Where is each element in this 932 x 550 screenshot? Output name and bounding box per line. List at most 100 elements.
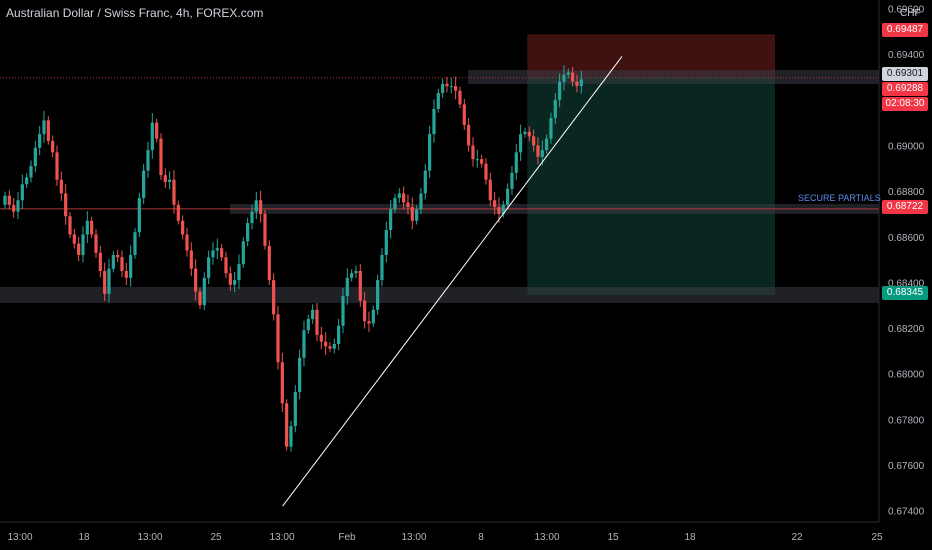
candle-body: [462, 104, 466, 125]
candle-body: [120, 257, 124, 271]
candle-body: [116, 255, 120, 258]
candle-body: [137, 197, 141, 233]
time-tick-label: 18: [78, 532, 90, 543]
time-tick-label: 13:00: [137, 532, 162, 543]
currency-label: CHF: [900, 8, 921, 19]
candle-body: [51, 140, 55, 153]
candle-countdown-tag: 02:08:30: [882, 97, 928, 111]
candle-body: [514, 152, 518, 173]
current-price-tag: 0.69301: [882, 67, 928, 81]
candle-body: [168, 179, 172, 182]
candle-body: [46, 120, 50, 141]
candle-body: [354, 270, 358, 274]
candle-body: [29, 166, 33, 178]
candle-body: [211, 250, 215, 258]
candle-body: [259, 200, 263, 214]
candle-body: [315, 309, 319, 335]
candle-body: [441, 83, 445, 93]
candle-body: [298, 357, 302, 392]
candle-body: [501, 204, 505, 214]
candle-body: [553, 99, 557, 119]
candle-body: [358, 270, 362, 301]
candle-body: [12, 204, 16, 212]
candle-body: [562, 74, 566, 82]
candle-body: [345, 277, 349, 297]
candle-body: [428, 134, 432, 171]
take-profit-zone: [527, 76, 775, 295]
candle-body: [293, 391, 297, 427]
candle-body: [350, 273, 354, 278]
time-tick-label: 15: [607, 532, 619, 543]
candle-body: [332, 344, 336, 349]
candle-body: [280, 362, 284, 404]
candle-body: [250, 211, 254, 224]
candle-body: [103, 270, 107, 294]
target-price-tag: 0.68345: [882, 286, 928, 300]
candle-body: [224, 257, 228, 274]
price-tick-label: 0.69600: [888, 5, 925, 16]
candle-body: [454, 86, 458, 91]
candle-body: [480, 159, 484, 164]
time-tick-label: 18: [684, 532, 696, 543]
candle-body: [189, 250, 193, 269]
candle-body: [176, 204, 180, 221]
candle-body: [527, 131, 531, 137]
candle-body: [267, 245, 271, 281]
candle-body: [85, 220, 89, 235]
candle-body: [289, 426, 293, 447]
candle-body: [371, 309, 375, 324]
position-zones: [527, 34, 775, 295]
candle-body: [380, 255, 384, 281]
candle-body: [384, 229, 388, 256]
candle-body: [16, 200, 20, 212]
candle-body: [25, 177, 29, 185]
candle-body: [233, 280, 237, 285]
candle-body: [419, 193, 423, 210]
candles: [3, 65, 583, 452]
candle-body: [545, 138, 549, 151]
candle-body: [207, 257, 211, 278]
candle-body: [432, 108, 436, 135]
candle-body: [129, 255, 133, 278]
candle-body: [202, 277, 206, 306]
candle-body: [397, 193, 401, 198]
candle-body: [328, 346, 332, 349]
candle-body: [415, 209, 419, 221]
candle-body: [38, 134, 42, 148]
candle-body: [98, 252, 102, 271]
time-tick-label: 13:00: [401, 532, 426, 543]
candle-body: [220, 248, 224, 258]
candle-body: [510, 172, 514, 189]
time-tick-label: 25: [210, 532, 222, 543]
candle-body: [59, 179, 63, 194]
candle-body: [150, 122, 154, 151]
candle-body: [558, 81, 562, 100]
time-tick-label: 13:00: [534, 532, 559, 543]
candle-body: [306, 318, 310, 331]
candle-body: [497, 207, 501, 214]
candle-body: [575, 81, 579, 87]
candle-body: [241, 241, 245, 265]
price-tick-label: 0.67800: [888, 415, 925, 426]
candle-body: [228, 273, 232, 285]
candle-body: [3, 195, 7, 205]
time-tick-label: 13:00: [7, 532, 32, 543]
stop-price-tag: 0.69487: [882, 23, 928, 37]
candle-body: [94, 234, 98, 253]
candle-body: [566, 72, 570, 75]
candle-body: [68, 216, 72, 235]
candle-body: [7, 195, 11, 205]
candle-body: [367, 321, 371, 324]
time-tick-label: 22: [791, 532, 803, 543]
candle-body: [523, 131, 527, 135]
candle-body: [402, 193, 406, 203]
partials-price-tag: 0.68722: [882, 200, 928, 214]
candle-body: [133, 232, 137, 256]
candle-body: [215, 248, 219, 251]
trendline: [282, 56, 623, 507]
trendline-layer: [282, 56, 623, 507]
candle-body: [55, 152, 59, 180]
horizontal-levels: [0, 70, 879, 303]
candle-body: [458, 90, 462, 105]
